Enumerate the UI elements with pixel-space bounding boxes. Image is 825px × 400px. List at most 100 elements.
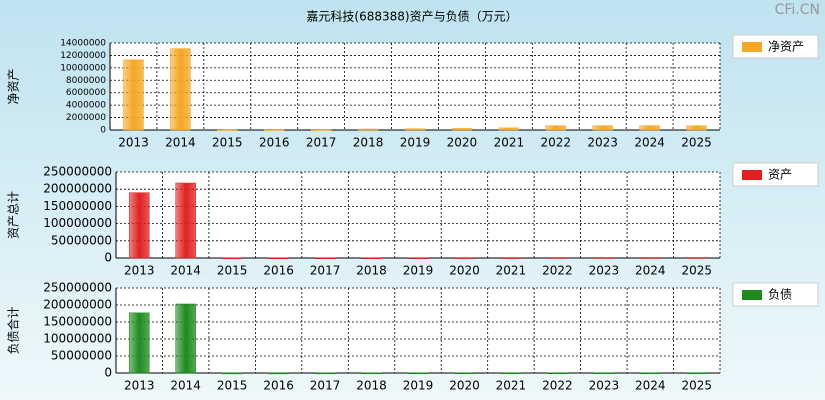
bar	[404, 128, 426, 131]
plot-area	[116, 288, 720, 373]
legend-swatch	[742, 290, 762, 300]
x-tick-label: 2021	[496, 264, 527, 278]
bar	[454, 257, 475, 259]
x-tick-label: 2025	[681, 136, 712, 150]
plot-area	[116, 172, 720, 258]
bar	[407, 372, 429, 375]
bar	[314, 372, 336, 375]
x-tick-label: 2022	[540, 136, 571, 150]
bar	[263, 129, 285, 131]
bar	[640, 372, 661, 374]
bar	[686, 257, 708, 259]
bar	[639, 125, 660, 131]
y-tick-label: 50000000	[51, 233, 112, 247]
bar	[361, 372, 382, 375]
bar	[545, 125, 567, 131]
bar	[175, 303, 196, 374]
x-tick-label: 2016	[263, 379, 294, 393]
bar	[686, 372, 708, 374]
watermark: CFi.CN	[775, 2, 820, 18]
y-tick-label: 0	[104, 251, 112, 265]
x-tick-label: 2015	[212, 136, 243, 150]
bar	[500, 372, 522, 374]
x-tick-label: 2017	[306, 136, 337, 150]
legend-box	[732, 34, 819, 59]
bar	[547, 372, 568, 374]
x-tick-label: 2018	[356, 379, 387, 393]
x-tick-label: 2018	[356, 264, 387, 278]
x-tick-label: 2013	[124, 264, 155, 278]
bar	[310, 129, 332, 131]
x-tick-label: 2025	[681, 264, 712, 278]
legend-swatch	[742, 42, 762, 52]
bar	[128, 312, 150, 374]
x-tick-label: 2019	[403, 264, 434, 278]
bar	[686, 125, 707, 131]
y-tick-label: 50000000	[51, 349, 112, 363]
y-tick-label: 100000000	[43, 332, 112, 346]
y-axis-label: 负债合计	[6, 306, 21, 354]
x-tick-label: 2020	[449, 379, 480, 393]
bar	[500, 257, 522, 259]
legend-swatch	[742, 170, 762, 180]
bar	[217, 129, 238, 131]
x-tick-label: 2016	[263, 264, 294, 278]
bar	[361, 257, 382, 259]
y-axis-label: 净资产	[7, 68, 21, 104]
x-tick-label: 2017	[310, 264, 341, 278]
y-tick-label: 250000000	[43, 281, 112, 295]
y-tick-label: 100000000	[43, 216, 112, 230]
x-tick-label: 2018	[353, 136, 384, 150]
x-tick-label: 2019	[403, 379, 434, 393]
x-tick-label: 2019	[400, 136, 431, 150]
y-tick-label: 12000000	[60, 51, 106, 61]
x-tick-label: 2024	[635, 379, 666, 393]
bar	[451, 128, 473, 131]
bar	[123, 59, 144, 131]
y-tick-label: 8000000	[66, 76, 106, 86]
y-tick-label: 6000000	[66, 88, 106, 98]
x-tick-label: 2024	[634, 136, 665, 150]
y-tick-label: 10000000	[60, 63, 106, 73]
bar	[547, 257, 568, 259]
bar	[170, 48, 191, 131]
bar	[593, 372, 615, 374]
x-tick-label: 2023	[589, 264, 620, 278]
x-tick-label: 2020	[449, 264, 480, 278]
bar	[128, 192, 150, 259]
bar	[268, 372, 289, 375]
y-tick-label: 14000000	[60, 39, 106, 49]
x-tick-label: 2024	[635, 264, 666, 278]
y-axis-label: 资产总计	[7, 191, 21, 239]
y-tick-label: 150000000	[43, 315, 112, 329]
x-tick-label: 2021	[494, 136, 525, 150]
page-title: 嘉元科技(688388)资产与负债（万元）	[306, 10, 517, 24]
bar	[357, 128, 379, 131]
bar	[593, 257, 615, 259]
legend-label: 负债	[768, 288, 792, 302]
bar	[454, 372, 475, 374]
plot-area	[110, 43, 720, 130]
x-tick-label: 2022	[542, 379, 573, 393]
x-tick-label: 2015	[217, 264, 248, 278]
x-tick-label: 2014	[165, 136, 196, 150]
x-tick-label: 2015	[217, 379, 248, 393]
x-tick-label: 2016	[259, 136, 290, 150]
legend-label: 净资产	[768, 40, 804, 54]
y-tick-label: 250000000	[43, 165, 112, 179]
x-tick-label: 2023	[589, 379, 620, 393]
y-tick-label: 200000000	[43, 182, 112, 196]
x-tick-label: 2013	[118, 136, 149, 150]
y-tick-label: 0	[100, 126, 106, 136]
x-tick-label: 2020	[447, 136, 478, 150]
x-tick-label: 2025	[681, 379, 712, 393]
legend-box	[732, 282, 819, 307]
y-tick-label: 4000000	[66, 101, 106, 111]
legend-label: 资产	[768, 168, 792, 182]
bar	[314, 257, 336, 260]
x-tick-label: 2013	[124, 379, 155, 393]
x-tick-label: 2014	[170, 379, 201, 393]
bar	[268, 257, 289, 260]
bar	[592, 125, 613, 131]
